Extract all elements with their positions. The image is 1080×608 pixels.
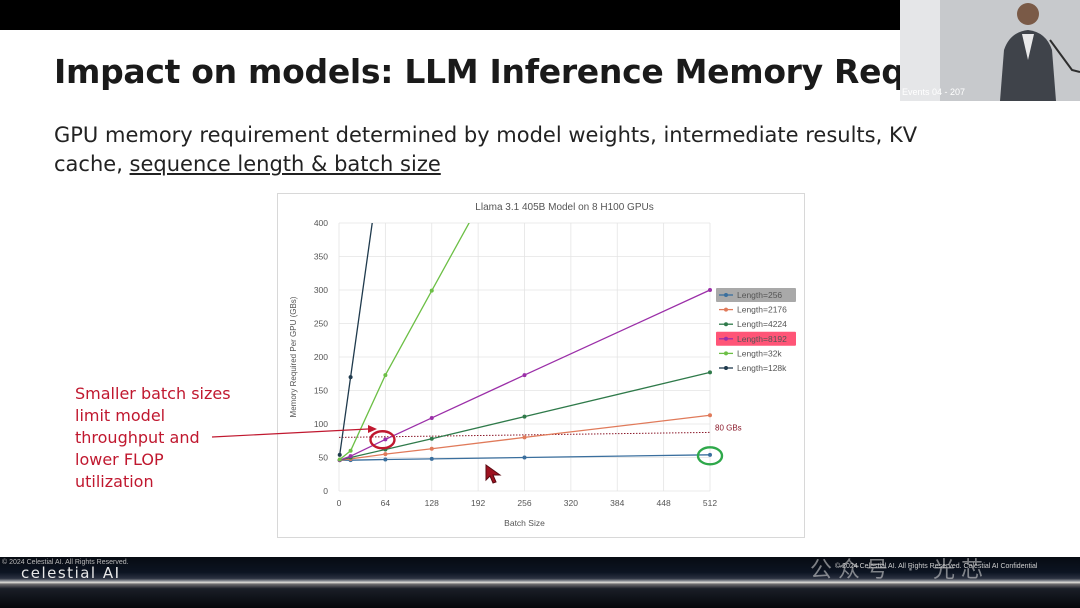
y-axis-label: Memory Required Per GPU (GBs) (289, 296, 298, 417)
series-point (522, 435, 527, 440)
mouse-cursor-icon (485, 464, 502, 484)
presenter-photo (900, 0, 1080, 101)
callout-arrow-head (368, 425, 377, 433)
callout-line: Smaller batch sizes (75, 384, 231, 403)
series-point (522, 373, 527, 378)
y-tick-label: 350 (314, 252, 328, 262)
x-tick-label: 256 (517, 498, 531, 508)
footer-band (0, 557, 1080, 608)
series-point (337, 457, 342, 462)
legend-highlight (716, 288, 796, 302)
slide-subtitle: GPU memory requirement determined by mod… (54, 121, 984, 179)
y-tick-label: 250 (314, 319, 328, 329)
legend-marker (724, 293, 728, 297)
x-tick-label: 192 (471, 498, 485, 508)
line-chart: Llama 3.1 405B Model on 8 H100 GPUs 0 50 10… (289, 202, 796, 528)
callout-line: lower FLOP (75, 450, 164, 469)
slide-title: Impact on models: LLM Inference Memory R… (54, 52, 977, 91)
callout-line: throughput and (75, 428, 200, 447)
series-point (429, 288, 434, 293)
watermark: 公众号 · 光芯 (810, 558, 989, 583)
y-tick-label: 100 (314, 419, 328, 429)
legend-marker (724, 366, 728, 370)
series-point (383, 452, 388, 457)
legend-label: Length=256 (737, 290, 782, 300)
subtitle-text: GPU memory requirement determined by mod… (54, 123, 918, 176)
series-point (348, 448, 353, 453)
subtitle-underlined-text: sequence length & batch size (129, 152, 441, 176)
series-point (429, 436, 434, 441)
legend-marker (724, 351, 728, 356)
series-point (708, 413, 712, 418)
y-tick-label: 0 (323, 486, 328, 496)
y-tick-label: 150 (314, 386, 328, 396)
series-point (522, 414, 527, 419)
series-point (383, 457, 388, 462)
series-point (429, 456, 434, 461)
series-point (383, 373, 388, 378)
series-point (348, 375, 353, 380)
series-point (708, 288, 712, 292)
series-point (383, 437, 388, 442)
legend-label: Length=8192 (737, 334, 787, 344)
reference-line-80gb (338, 431, 711, 438)
presenter-webcam: Events 04 - 207 (900, 0, 1080, 101)
x-tick-label: 448 (657, 498, 671, 508)
series-point (348, 454, 353, 459)
x-axis-label: Batch Size (504, 518, 545, 528)
callout-line: utilization (75, 472, 154, 491)
legend-label: Length=4224 (737, 319, 787, 329)
legend-marker (724, 322, 728, 327)
legend-highlight (716, 331, 796, 346)
y-tick-label: 200 (314, 352, 328, 362)
x-tick-label: 0 (337, 498, 342, 508)
series-point (708, 452, 712, 457)
callout-arrow-line (211, 428, 369, 438)
highlight-circle (696, 446, 724, 466)
series-point (337, 452, 342, 457)
footer-copyright-right: © 2024 Celestial AI. All Rights Reserved… (835, 563, 1038, 570)
chart-container: Llama 3.1 405B Model on 8 H100 GPUs 0 50 10… (277, 193, 805, 538)
y-tick-label: 300 (314, 285, 328, 295)
x-tick-label: 384 (610, 498, 624, 508)
callout-line: limit model (75, 406, 166, 425)
highlight-circle (369, 430, 396, 450)
x-tick-label: 512 (703, 498, 717, 508)
series-point (429, 446, 434, 451)
x-tick-label: 64 (381, 498, 391, 508)
callout-text: Smaller batch sizes limit model throughp… (75, 383, 231, 493)
legend-marker (724, 336, 728, 341)
legend-label: Length=128k (737, 363, 787, 373)
legend-label: Length=32k (737, 348, 782, 358)
series-point (522, 455, 527, 460)
company-logo: celestial AI (21, 564, 121, 582)
reference-line-label: 80 GBs (715, 423, 742, 432)
series-point (708, 370, 712, 375)
legend-marker (724, 307, 728, 312)
legend-label: Length=2176 (737, 305, 787, 315)
x-tick-label: 128 (425, 498, 439, 508)
footer-copyright-left: © 2024 Celestial AI. All Rights Reserved… (2, 559, 129, 566)
series-point (429, 415, 434, 420)
x-tick-label: 320 (564, 498, 578, 508)
y-tick-label: 50 (319, 453, 329, 463)
webcam-caption: Events 04 - 207 (902, 87, 966, 97)
y-tick-label: 400 (314, 218, 328, 228)
chart-title: Llama 3.1 405B Model on 8 H100 GPUs (475, 202, 653, 213)
